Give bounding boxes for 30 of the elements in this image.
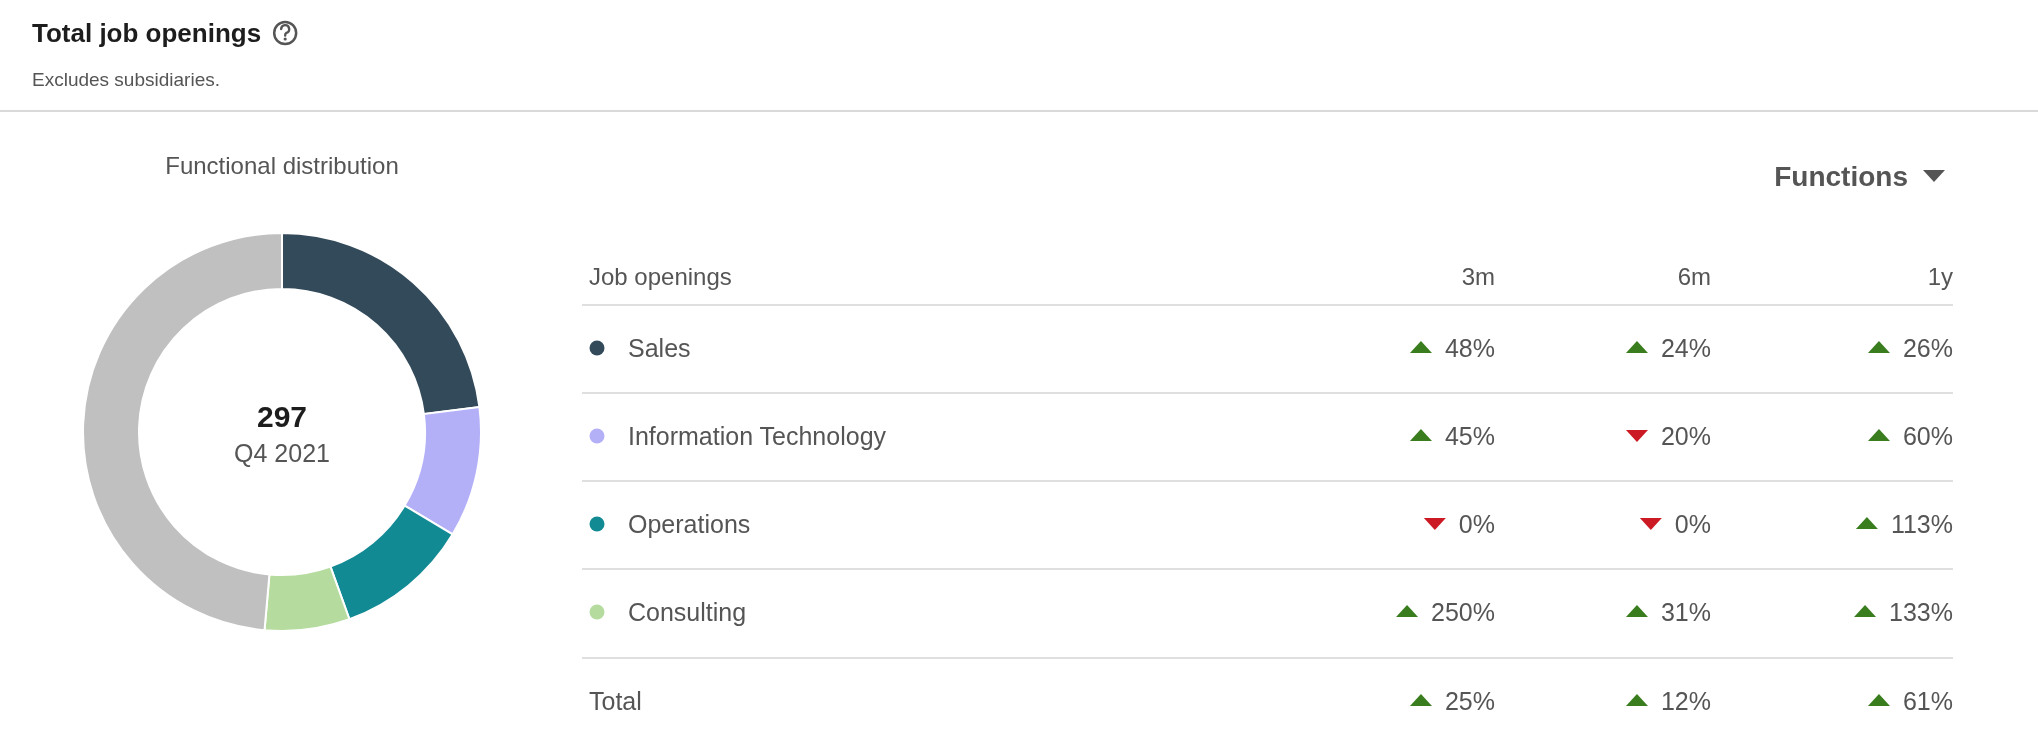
- category-label: Consulting: [628, 598, 747, 626]
- text: Job openings: [589, 263, 732, 290]
- data-label: 48%: [1444, 334, 1495, 362]
- data-label: 0%: [1674, 510, 1711, 538]
- chart-title: Functional distribution: [165, 152, 399, 179]
- text: 1y: [1927, 263, 1953, 290]
- data-label: 113%: [1890, 510, 1953, 538]
- data-label: 250%: [1431, 598, 1495, 626]
- category-label: Operations: [628, 510, 751, 538]
- data-label: 0%: [1458, 510, 1495, 538]
- data-label: 12%: [1660, 687, 1711, 715]
- data-label: 45%: [1444, 422, 1495, 450]
- category-label: Information Technology: [628, 422, 887, 450]
- text: Q4 2021: [234, 439, 330, 467]
- category-label: Sales: [628, 334, 691, 362]
- text: 3m: [1461, 263, 1495, 290]
- data-label: 26%: [1902, 334, 1953, 362]
- data-label: 60%: [1902, 422, 1953, 450]
- data-label: 31%: [1660, 598, 1711, 626]
- text: 6m: [1677, 263, 1711, 290]
- text: Functions: [1774, 161, 1908, 192]
- text: 297: [256, 400, 308, 433]
- category-label: Total: [589, 687, 642, 715]
- data-label: 61%: [1902, 687, 1953, 715]
- text: Total job openings: [32, 18, 262, 48]
- data-label: 25%: [1444, 687, 1495, 715]
- text: Excludes subsidiaries.: [32, 69, 220, 90]
- data-label: 133%: [1889, 598, 1953, 626]
- data-label: 20%: [1660, 422, 1711, 450]
- data-label: 24%: [1660, 334, 1711, 362]
